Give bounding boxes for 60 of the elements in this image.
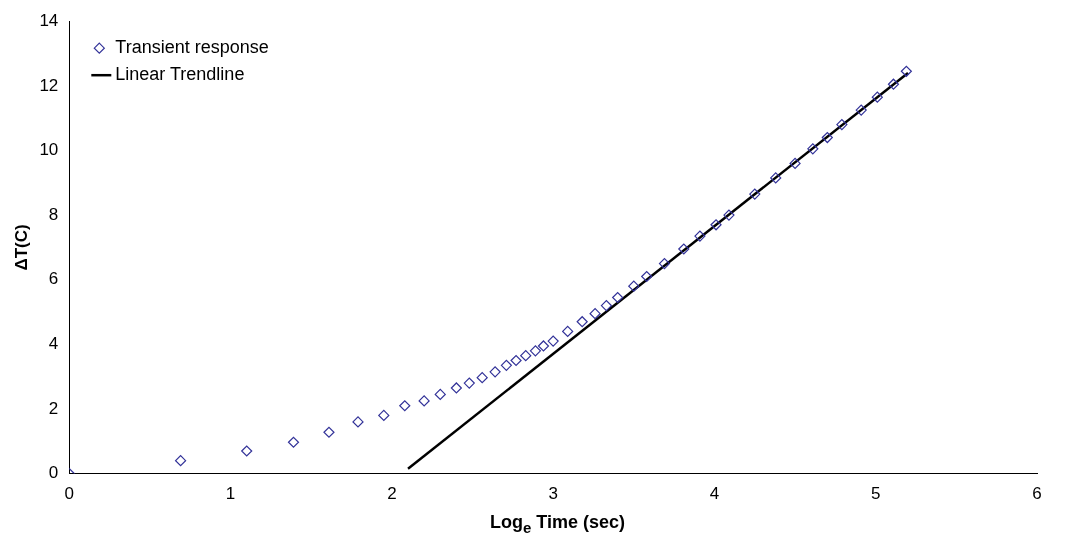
y-tick-label: 14 [39,10,59,30]
point [821,131,833,144]
x-tick-label: 1 [225,484,236,504]
point [710,219,722,231]
y-tick-label: 12 [39,75,59,95]
point [174,455,187,467]
point [836,119,848,131]
point [489,366,501,378]
y-tick-label: 2 [48,398,59,418]
x-tick-label: 0 [64,484,75,504]
point [476,372,488,384]
y-tick-label: 4 [48,334,59,354]
point [463,377,475,389]
point [520,350,532,362]
point [378,409,390,422]
point [287,436,300,448]
x-tick-label: 6 [1032,484,1042,504]
y-tick-label: 6 [48,269,59,289]
point [749,188,761,200]
x-tick-label: 5 [870,484,881,504]
y-tick-label: 8 [48,204,59,224]
point [399,400,411,412]
point [641,270,653,283]
x-tick-label: 3 [548,484,558,504]
point [576,316,588,328]
point [789,157,801,169]
point [612,291,624,304]
point [241,445,253,457]
legend-label: Transient response [115,37,269,58]
point [855,104,867,116]
point [678,243,690,255]
point [871,91,883,103]
point [562,325,574,338]
point [352,416,364,428]
x-axis-title: Log$_{e}$ Time (sec) [488,512,627,536]
point [887,78,900,90]
legend-label: Linear Trendline [115,64,245,85]
x-tick-label: 4 [709,484,720,504]
point [694,230,706,242]
point [807,143,819,155]
point [600,299,612,312]
point [323,426,335,438]
point [628,280,640,292]
point [658,257,671,270]
point [450,382,462,394]
point [510,354,522,367]
y-tick-label: 0 [48,463,59,483]
point [537,340,550,352]
x-tick-label: 2 [387,484,397,504]
y-axis-title: ΔT(C) [11,224,31,271]
point [589,308,601,320]
point [723,209,735,221]
point [434,388,446,401]
point [418,395,430,407]
point [900,65,912,77]
point [500,359,512,371]
point [770,172,782,184]
point [547,335,559,347]
point [529,345,542,357]
y-tick-label: 10 [39,140,59,160]
